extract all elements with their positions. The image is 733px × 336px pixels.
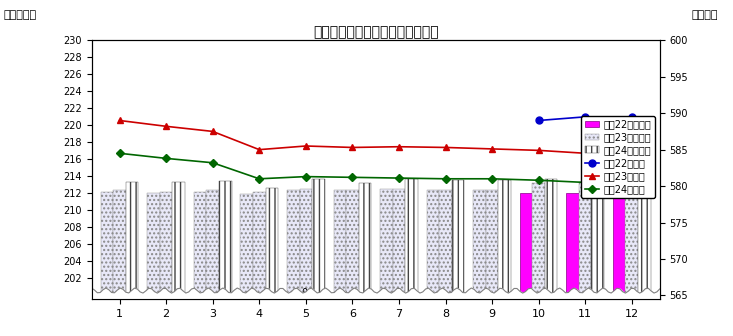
Bar [567, 193, 579, 299]
Bar [160, 192, 172, 299]
Bar [172, 182, 185, 299]
Bar [126, 182, 139, 299]
Bar [452, 180, 465, 299]
Bar [219, 181, 232, 299]
Bar [147, 193, 160, 299]
Bar [287, 191, 300, 299]
Bar [114, 191, 126, 299]
Bar [545, 179, 558, 299]
Bar [393, 189, 405, 299]
Bar [579, 182, 592, 299]
Bar [592, 179, 604, 299]
Bar [405, 179, 418, 299]
Bar [486, 190, 498, 299]
Text: （千世帯）: （千世帯） [4, 10, 37, 20]
Bar [194, 192, 207, 299]
Bar [300, 189, 312, 299]
Bar [240, 194, 253, 299]
Bar [427, 191, 439, 299]
Bar [625, 182, 638, 299]
Bar [100, 192, 114, 299]
Bar [380, 189, 393, 299]
Bar [498, 180, 511, 299]
Bar [474, 191, 486, 299]
Text: （千人）: （千人） [692, 10, 718, 20]
Bar [638, 181, 651, 299]
Bar [520, 193, 532, 299]
Bar [334, 191, 346, 299]
Bar [265, 188, 278, 299]
Bar [613, 192, 625, 299]
Legend: 平成22年世帯数, 平成23年世帯数, 平成24年世帯数, 平成22年人口, 平成23年人口, 平成24年人口: 平成22年世帯数, 平成23年世帯数, 平成24年世帯数, 平成22年人口, 平… [581, 116, 655, 198]
Bar [346, 191, 358, 299]
Text: 0: 0 [301, 288, 308, 298]
Bar [439, 190, 452, 299]
Bar [358, 183, 371, 299]
Bar [253, 192, 265, 299]
Title: 鳥取県の推計人口・世帯数の推移: 鳥取県の推計人口・世帯数の推移 [313, 25, 438, 39]
Bar [312, 179, 325, 299]
Bar [532, 183, 545, 299]
Bar [207, 191, 219, 299]
